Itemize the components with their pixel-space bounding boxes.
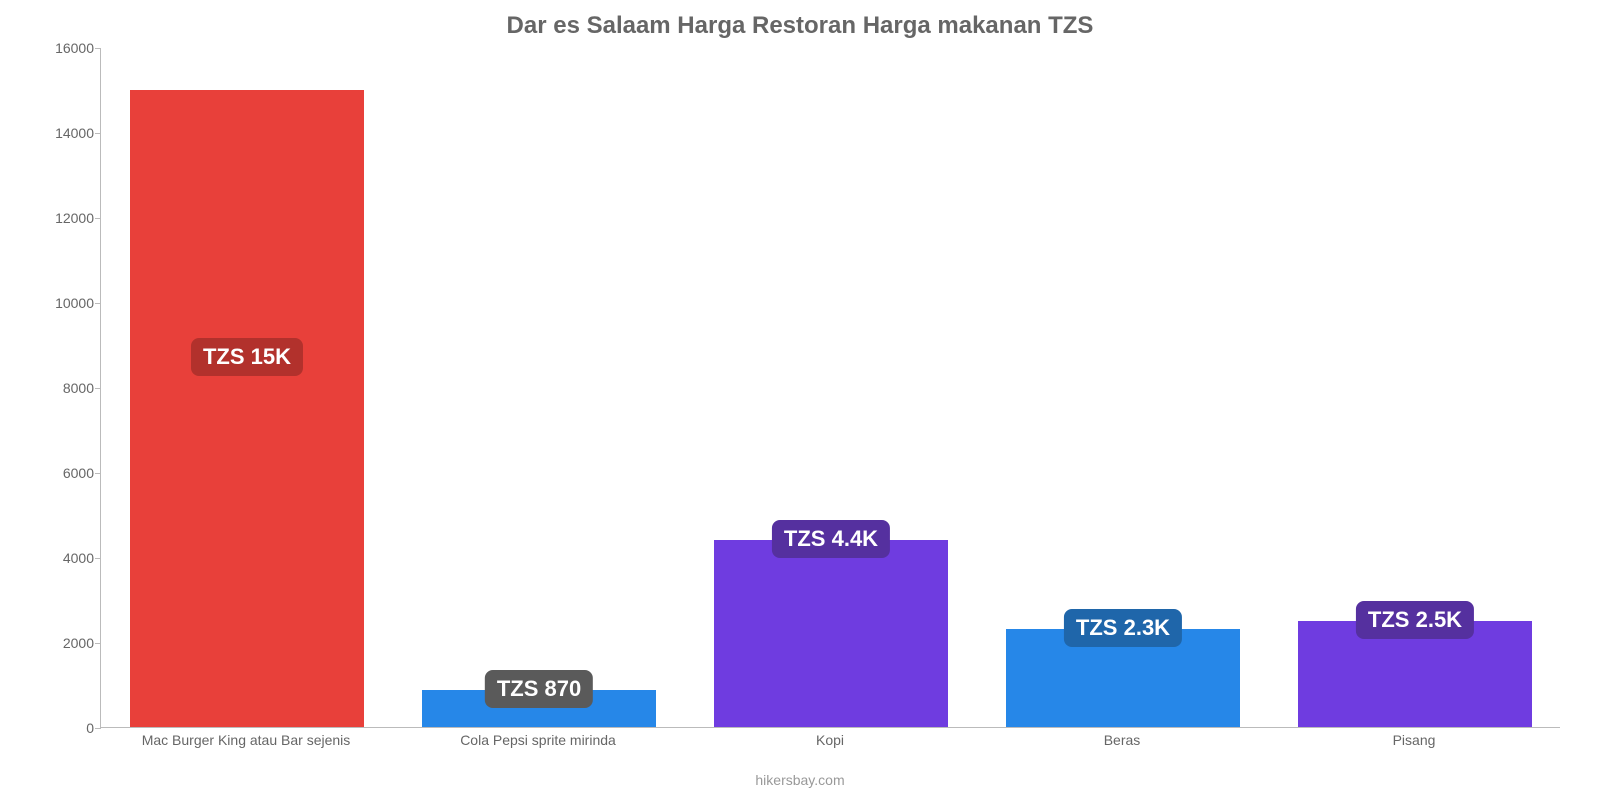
y-axis: 0200040006000800010000120001400016000 <box>30 48 100 728</box>
bar-value-label: TZS 2.3K <box>1064 609 1182 647</box>
x-tick-label: Pisang <box>1393 732 1436 748</box>
y-tick-label: 14000 <box>55 125 94 141</box>
bar <box>714 540 948 727</box>
bar-value-label: TZS 2.5K <box>1356 601 1474 639</box>
credit-text: hikersbay.com <box>755 772 844 788</box>
y-tick-mark <box>95 558 101 559</box>
x-tick-label: Beras <box>1104 732 1141 748</box>
y-tick-mark <box>95 388 101 389</box>
y-tick-label: 0 <box>86 720 94 736</box>
y-tick-label: 2000 <box>63 635 94 651</box>
chart-area: 0200040006000800010000120001400016000 TZ… <box>30 48 1570 768</box>
chart-title: Dar es Salaam Harga Restoran Harga makan… <box>507 12 1094 40</box>
y-tick-label: 4000 <box>63 550 94 566</box>
y-tick-label: 12000 <box>55 210 94 226</box>
x-tick-label: Cola Pepsi sprite mirinda <box>460 732 616 748</box>
y-tick-label: 10000 <box>55 295 94 311</box>
y-tick-mark <box>95 643 101 644</box>
y-tick-mark <box>95 218 101 219</box>
bar <box>130 90 364 728</box>
plot-area: TZS 15K TZS 870 TZS 4.4K TZS 2.3K TZS 2.5K <box>100 48 1560 728</box>
y-tick-mark <box>95 48 101 49</box>
y-tick-mark <box>95 303 101 304</box>
x-tick-label: Kopi <box>816 732 844 748</box>
y-tick-label: 8000 <box>63 380 94 396</box>
y-tick-mark <box>95 728 101 729</box>
bar-value-label: TZS 15K <box>191 338 303 376</box>
y-tick-mark <box>95 473 101 474</box>
y-tick-mark <box>95 133 101 134</box>
bar-value-label: TZS 870 <box>485 670 593 708</box>
bar-value-label: TZS 4.4K <box>772 520 890 558</box>
y-tick-label: 16000 <box>55 40 94 56</box>
x-tick-label: Mac Burger King atau Bar sejenis <box>142 732 351 748</box>
y-tick-label: 6000 <box>63 465 94 481</box>
x-axis: Mac Burger King atau Bar sejenis Cola Pep… <box>100 732 1560 756</box>
